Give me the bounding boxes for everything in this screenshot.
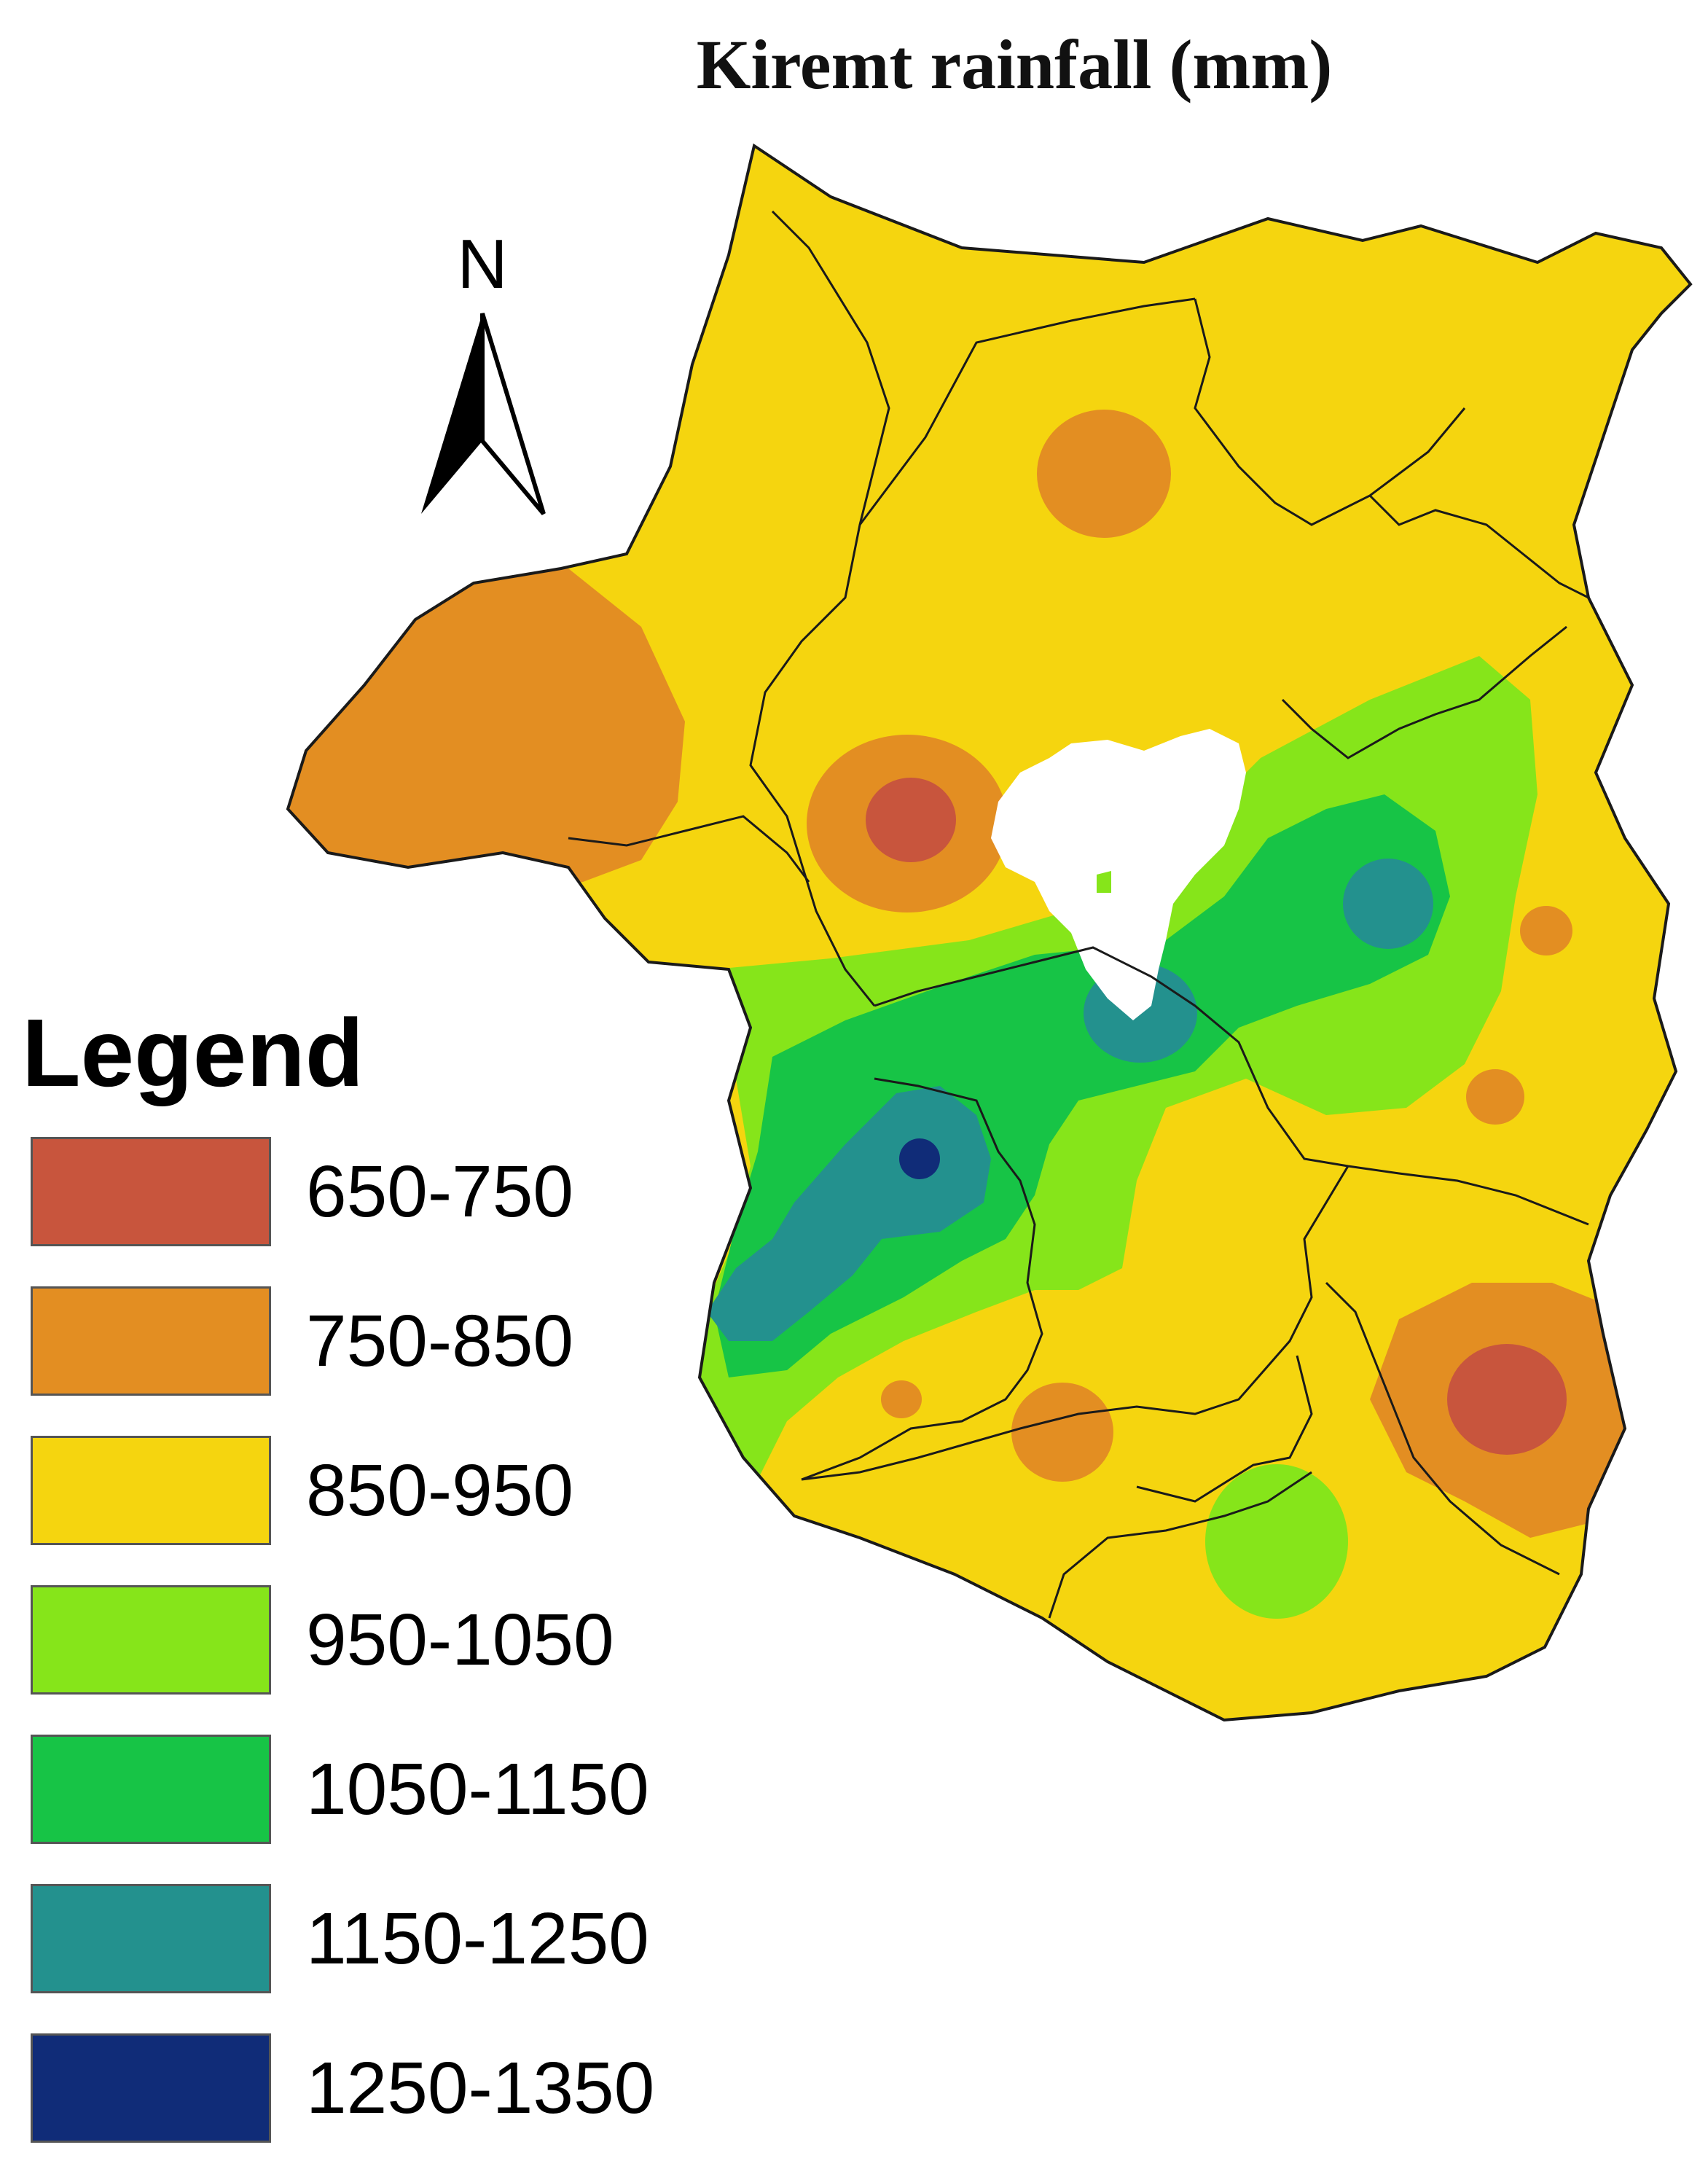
boundary-line bbox=[568, 815, 810, 883]
map-title: Kiremt rainfall (mm) bbox=[696, 26, 1333, 103]
legend-item: 850-950 bbox=[22, 1436, 678, 1552]
zone-950-1050-south bbox=[1205, 1464, 1348, 1619]
legend-swatch bbox=[31, 1585, 271, 1695]
boundary-line bbox=[801, 1165, 1349, 1481]
zone-650-750-southeast bbox=[1447, 1344, 1567, 1455]
zone-750-850-east-1 bbox=[1520, 906, 1572, 955]
zone-1150-1250-east bbox=[1343, 859, 1433, 949]
admin-boundaries bbox=[568, 210, 1589, 1619]
legend-item: 1050-1150 bbox=[22, 1735, 678, 1851]
zone-750-850-north bbox=[1037, 410, 1171, 538]
boundary-line bbox=[858, 297, 1196, 525]
zone-650-750-central bbox=[866, 778, 956, 862]
legend: Legend 650-750 750-850 850-950 950-1050 1050… bbox=[22, 998, 678, 2165]
zone-750-850-south bbox=[1011, 1383, 1113, 1482]
water-body bbox=[991, 729, 1246, 1020]
legend-label: 750-850 bbox=[306, 1300, 573, 1382]
boundary-line bbox=[749, 210, 890, 1007]
legend-label: 950-1050 bbox=[306, 1599, 614, 1681]
legend-label: 1150-1250 bbox=[306, 1898, 649, 1979]
north-arrow-icon: N bbox=[421, 225, 546, 515]
legend-label: 1050-1150 bbox=[306, 1748, 649, 1830]
legend-swatch bbox=[31, 1286, 271, 1396]
legend-swatch bbox=[31, 2033, 271, 2143]
legend-item: 1150-1250 bbox=[22, 1884, 678, 2001]
legend-item: 1250-1350 bbox=[22, 2033, 678, 2150]
zone-750-850-west bbox=[288, 568, 685, 896]
legend-label: 1250-1350 bbox=[306, 2047, 655, 2129]
island-patch bbox=[1097, 871, 1111, 893]
boundary-line bbox=[1048, 1471, 1312, 1619]
legend-label: 650-750 bbox=[306, 1151, 573, 1232]
zone-750-850-south-small bbox=[881, 1380, 922, 1418]
boundary-line bbox=[1136, 1355, 1313, 1503]
boundary-line bbox=[1194, 298, 1466, 526]
legend-item: 750-850 bbox=[22, 1286, 678, 1403]
legend-item: 650-750 bbox=[22, 1137, 678, 1254]
legend-label: 850-950 bbox=[306, 1450, 573, 1531]
boundary-line bbox=[801, 1077, 1043, 1481]
boundary-line bbox=[1368, 494, 1589, 599]
legend-item: 950-1050 bbox=[22, 1585, 678, 1702]
zone-1250-1350 bbox=[899, 1138, 940, 1179]
zone-750-850-east-2 bbox=[1466, 1069, 1524, 1125]
boundary-line bbox=[1325, 1281, 1560, 1576]
legend-swatch bbox=[31, 1735, 271, 1844]
boundary-line bbox=[1281, 625, 1567, 759]
north-label: N bbox=[457, 225, 507, 303]
legend-swatch bbox=[31, 1137, 271, 1246]
legend-swatch bbox=[31, 1436, 271, 1545]
boundary-line bbox=[874, 946, 1589, 1226]
legend-swatch bbox=[31, 1884, 271, 1993]
legend-title: Legend bbox=[22, 999, 364, 1106]
